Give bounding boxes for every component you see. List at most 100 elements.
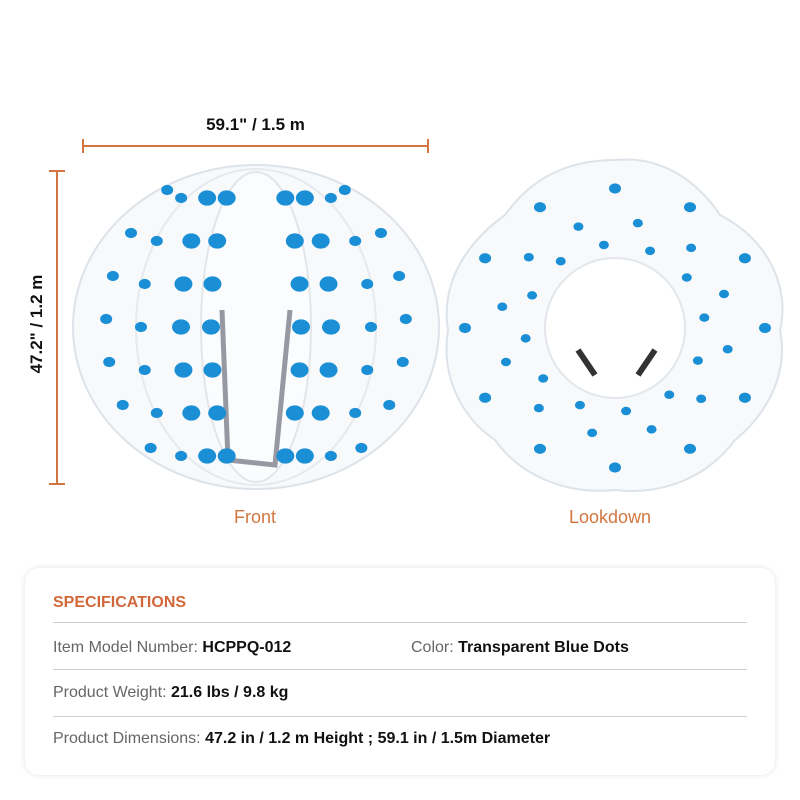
blue-dot xyxy=(361,364,374,376)
blue-dot xyxy=(285,405,304,421)
blue-dot xyxy=(479,392,492,403)
blue-dot xyxy=(338,184,351,196)
blue-dot xyxy=(609,183,621,194)
blue-dot xyxy=(534,202,546,213)
height-dimension-line xyxy=(49,170,65,485)
blue-dot xyxy=(383,399,396,411)
blue-dot xyxy=(182,405,201,421)
blue-dot xyxy=(587,428,598,438)
blue-dot xyxy=(555,256,566,266)
blue-dot xyxy=(361,278,374,290)
blue-dot xyxy=(150,407,163,419)
divider xyxy=(53,622,747,623)
blue-dot xyxy=(208,233,227,249)
blue-dot xyxy=(138,278,151,290)
blue-dot xyxy=(645,246,656,256)
blue-dot xyxy=(396,356,409,368)
blue-dot xyxy=(290,276,309,292)
blue-dot xyxy=(500,357,511,367)
blue-dot xyxy=(684,202,696,213)
specifications-card: SPECIFICATIONS Item Model Number: HCPPQ-… xyxy=(25,568,775,775)
blue-dot xyxy=(322,319,340,335)
blue-dot xyxy=(116,399,129,411)
blue-dot xyxy=(349,407,362,419)
blue-dot xyxy=(684,443,696,454)
blue-dot xyxy=(161,184,174,196)
blue-dot xyxy=(538,374,549,383)
blue-dot xyxy=(527,291,538,300)
blue-dot xyxy=(574,400,585,410)
blue-dot xyxy=(172,319,190,335)
blue-dot xyxy=(719,289,730,299)
blue-dot xyxy=(393,270,406,282)
blue-dot xyxy=(125,227,138,239)
lookdown-view-bubble-ball xyxy=(445,158,784,492)
blue-dot xyxy=(646,425,657,434)
blue-dot xyxy=(150,235,163,247)
blue-dot xyxy=(349,235,362,247)
blue-dot xyxy=(198,190,217,206)
blue-dot xyxy=(722,344,733,354)
blue-dot xyxy=(311,405,330,421)
blue-dot xyxy=(374,227,387,239)
blue-dot xyxy=(217,448,236,464)
blue-dot xyxy=(285,233,304,249)
blue-dot xyxy=(355,442,368,454)
blue-dot xyxy=(681,273,692,282)
front-view-bubble-ball xyxy=(72,164,440,490)
blue-dot xyxy=(319,362,338,378)
blue-dot xyxy=(311,233,330,249)
blue-dot xyxy=(203,276,222,292)
blue-dot xyxy=(533,403,544,413)
blue-dot xyxy=(692,356,703,365)
blue-dot xyxy=(203,362,222,378)
blue-dot xyxy=(699,313,710,322)
blue-dot xyxy=(696,394,707,404)
blue-dot xyxy=(738,253,751,264)
blue-dot xyxy=(106,270,119,282)
blue-dot xyxy=(175,450,188,462)
blue-dot xyxy=(276,448,295,464)
blue-dot xyxy=(664,390,675,400)
blue-dot xyxy=(135,321,147,333)
blue-dot xyxy=(295,190,314,206)
blue-dot xyxy=(365,321,377,333)
blue-dot xyxy=(217,190,236,206)
blue-dot xyxy=(399,313,412,325)
spec-dimensions: Product Dimensions: 47.2 in / 1.2 m Heig… xyxy=(53,730,551,747)
blue-dot xyxy=(686,243,697,253)
width-dimension-line xyxy=(82,139,429,153)
blue-dot xyxy=(621,406,632,416)
width-dimension-label: 59.1" / 1.5 m xyxy=(206,115,305,134)
blue-dot xyxy=(609,462,621,473)
blue-dot xyxy=(103,356,116,368)
blue-dot xyxy=(523,252,534,262)
blue-dot xyxy=(459,322,471,334)
blue-dot xyxy=(174,276,193,292)
product-illustration xyxy=(49,139,784,492)
blue-dot xyxy=(324,192,337,204)
lookdown-caption: Lookdown xyxy=(568,507,652,527)
blue-dot xyxy=(497,302,508,312)
blue-dot xyxy=(319,276,338,292)
blue-dot xyxy=(324,450,337,462)
blue-dot xyxy=(290,362,309,378)
blue-dot xyxy=(198,448,217,464)
spec-color: Color: Transparent Blue Dots xyxy=(411,639,629,656)
blue-dot xyxy=(144,442,157,454)
blue-dot xyxy=(295,448,314,464)
blue-dot xyxy=(738,392,751,403)
blue-dot xyxy=(632,218,643,228)
blue-dot xyxy=(598,240,609,250)
divider xyxy=(53,669,747,670)
blue-dot xyxy=(182,233,201,249)
blue-dot xyxy=(138,364,151,376)
blue-dot xyxy=(276,190,295,206)
blue-dot xyxy=(534,443,546,454)
blue-dot xyxy=(759,322,771,334)
spec-weight: Product Weight: 21.6 lbs / 9.8 kg xyxy=(53,684,289,701)
front-caption: Front xyxy=(233,507,276,527)
divider xyxy=(53,716,747,717)
blue-dot xyxy=(175,192,188,204)
blue-dot xyxy=(202,319,220,335)
